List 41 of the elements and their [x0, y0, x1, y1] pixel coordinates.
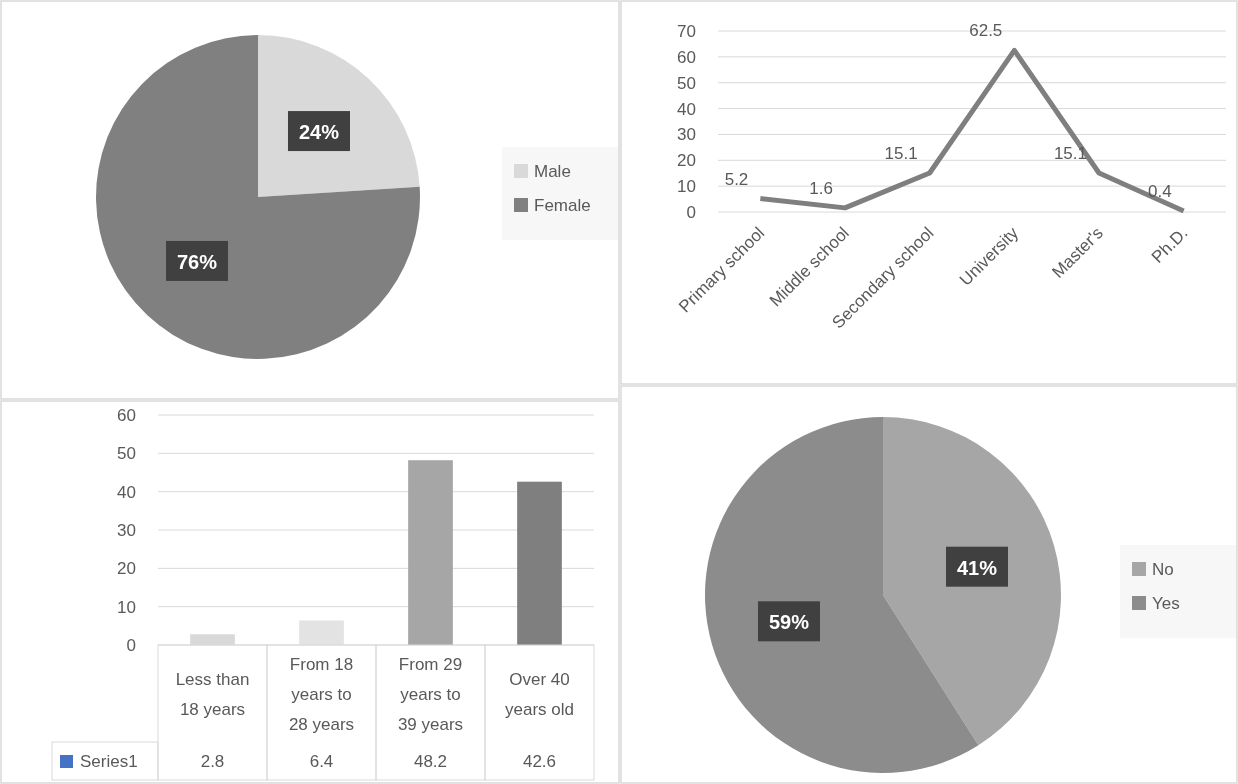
- data-label: 62.5: [969, 21, 1003, 41]
- y-tick-label: 50: [117, 444, 136, 464]
- data-label: 2.8: [200, 752, 225, 771]
- y-tick-label: 10: [677, 177, 696, 197]
- data-label: 59%: [768, 611, 810, 634]
- y-tick-label: 30: [117, 521, 136, 540]
- data-label: 15.1: [884, 143, 918, 163]
- text: Series1: [80, 752, 138, 771]
- y-tick-label: 60: [117, 406, 136, 425]
- data-label: 1.6: [809, 178, 833, 198]
- data-label: 48.2: [413, 752, 448, 771]
- data-label: 24%: [298, 121, 340, 144]
- bar: [517, 481, 562, 645]
- x-tick-label: From 18 years to 28 years: [288, 654, 355, 734]
- x-tick-label: Over 40 years old: [505, 669, 574, 719]
- data-label: 41%: [957, 556, 998, 579]
- legend-label: Yes: [1152, 594, 1180, 613]
- legend-label: Female: [534, 196, 591, 215]
- x-tick-label: Less than 18 years: [175, 669, 250, 719]
- data-label: 42.6: [522, 752, 557, 771]
- y-tick-label: 0: [126, 636, 136, 655]
- pie-slice: [883, 417, 1061, 746]
- y-tick-label: 40: [117, 482, 136, 502]
- legend-label: No: [1152, 560, 1174, 579]
- bar: [408, 460, 453, 645]
- y-tick-label: 70: [677, 22, 696, 41]
- data-label: 5.2: [724, 169, 749, 189]
- data-label: 76%: [176, 250, 218, 273]
- pie-slice: [96, 35, 420, 359]
- y-tick-label: 50: [677, 73, 696, 93]
- y-tick-label: 10: [117, 597, 136, 617]
- y-tick-label: 60: [677, 47, 696, 67]
- x-tick-label: From 29 years to 39 years: [397, 654, 464, 734]
- y-tick-label: 40: [677, 99, 696, 119]
- y-tick-label: 0: [686, 203, 696, 222]
- legend-label: Male: [534, 162, 571, 181]
- y-tick-label: 20: [117, 559, 136, 579]
- y-tick-label: 30: [677, 125, 696, 145]
- y-tick-label: 20: [677, 151, 696, 171]
- data-label: 6.4: [309, 752, 334, 771]
- data-label: 0.4: [1148, 181, 1172, 201]
